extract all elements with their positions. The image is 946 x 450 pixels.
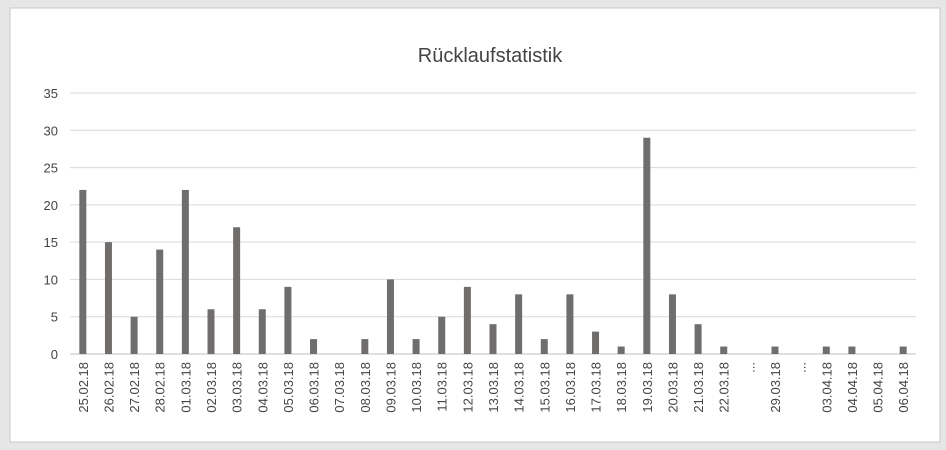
x-tick-label: 12.03.18	[460, 362, 475, 413]
y-tick-label: 25	[44, 161, 58, 176]
bar	[79, 189, 87, 354]
x-tick-label: 03.04.18	[819, 362, 834, 413]
x-tick-label: 04.03.18	[255, 362, 270, 413]
x-tick-label: 29.03.18	[768, 362, 783, 413]
bar	[848, 346, 856, 354]
x-tick-label: 17.03.18	[589, 362, 604, 413]
x-tick-label: 22.03.18	[717, 362, 732, 413]
bar	[617, 346, 625, 354]
bar	[463, 286, 471, 354]
x-tick-label: 06.04.18	[896, 362, 911, 413]
x-tick-label: 25.02.18	[76, 362, 91, 413]
bar	[694, 324, 702, 354]
bar	[361, 339, 369, 354]
x-tick-label: 20.03.18	[665, 362, 680, 413]
x-tick-label: 05.04.18	[871, 362, 886, 413]
x-tick-label: 04.04.18	[845, 362, 860, 413]
bar	[720, 346, 728, 354]
x-tick-label: 11.03.18	[435, 362, 450, 412]
bar	[104, 242, 112, 354]
x-tick-label: 15.03.18	[537, 362, 552, 413]
bar	[438, 316, 446, 354]
bar	[156, 249, 164, 354]
y-tick-label: 5	[51, 310, 58, 325]
chart-title: Rücklaufstatistik	[418, 45, 563, 67]
x-tick-label: 14.03.18	[512, 362, 527, 413]
x-tick-label: 07.03.18	[332, 362, 347, 413]
bar	[540, 339, 548, 354]
x-tick-label: 10.03.18	[409, 362, 424, 413]
bar	[489, 324, 497, 354]
bar	[258, 309, 266, 354]
x-tick-label: ...	[794, 362, 809, 373]
x-tick-label: 06.03.18	[307, 362, 322, 413]
x-tick-label: 18.03.18	[614, 362, 629, 413]
bar	[899, 346, 907, 354]
y-tick-label: 35	[44, 86, 58, 101]
chart-panel	[9, 7, 941, 443]
x-tick-label: ...	[742, 362, 757, 373]
bar	[515, 294, 523, 354]
bar	[207, 309, 215, 354]
y-tick-label: 20	[44, 198, 58, 213]
x-tick-label: 13.03.18	[486, 362, 501, 413]
x-tick-label: 03.03.18	[230, 362, 245, 413]
x-tick-label: 21.03.18	[691, 362, 706, 413]
bar	[310, 339, 318, 354]
bar	[284, 286, 292, 354]
bar	[668, 294, 676, 354]
bar	[822, 346, 830, 354]
x-tick-label: 02.03.18	[204, 362, 219, 413]
x-tick-label: 27.02.18	[127, 362, 142, 413]
x-tick-label: 08.03.18	[358, 362, 373, 413]
x-tick-label: 28.02.18	[153, 362, 168, 413]
x-tick-label: 26.02.18	[101, 362, 116, 413]
y-tick-label: 30	[44, 123, 58, 138]
y-tick-label: 15	[44, 235, 58, 250]
x-tick-label: 16.03.18	[563, 362, 578, 413]
y-tick-label: 10	[44, 272, 58, 287]
x-tick-label: 19.03.18	[640, 362, 655, 413]
bar	[592, 331, 600, 354]
bar	[386, 279, 394, 354]
bar	[130, 316, 138, 354]
x-tick-label: 01.03.18	[178, 362, 193, 413]
bar	[181, 189, 189, 354]
bar	[771, 346, 779, 354]
x-tick-label: 09.03.18	[383, 362, 398, 413]
bar	[233, 227, 241, 354]
bar	[643, 137, 651, 354]
bar	[412, 339, 420, 354]
bar	[566, 294, 574, 354]
x-tick-label: 05.03.18	[281, 362, 296, 413]
y-tick-label: 0	[51, 347, 58, 362]
